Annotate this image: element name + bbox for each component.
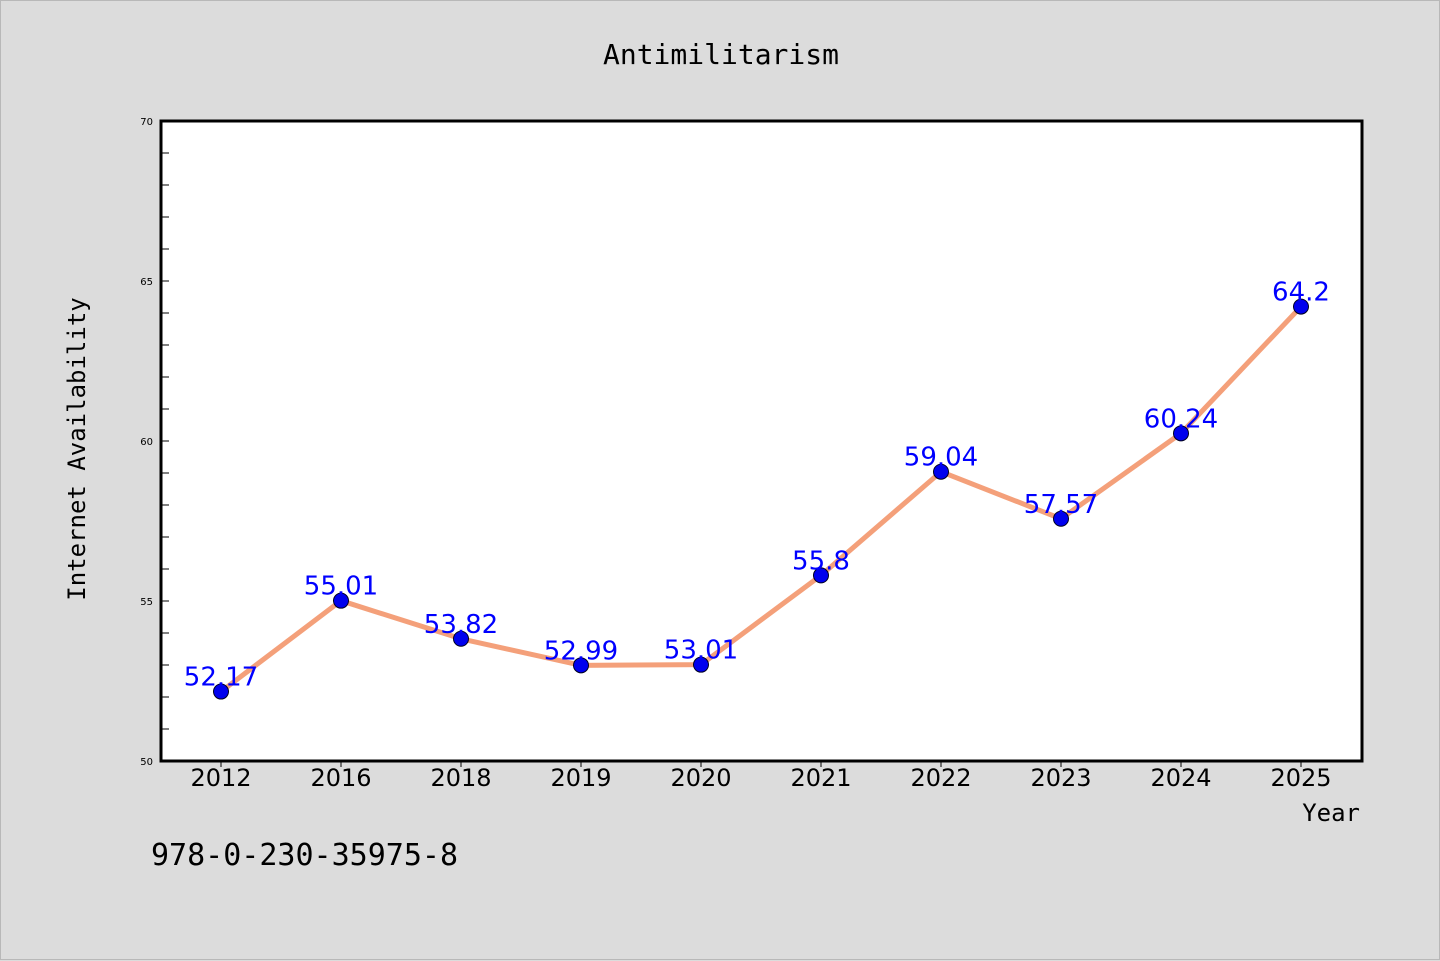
data-point (453, 630, 469, 647)
data-label: 52.17 (184, 663, 258, 693)
plot-area (159, 119, 1364, 763)
data-point (333, 592, 349, 609)
data-markers (213, 298, 1309, 700)
data-label: 55.01 (304, 572, 378, 602)
data-point (933, 463, 949, 480)
data-point (1293, 298, 1309, 315)
data-point (1173, 425, 1189, 442)
x-tick-label: 2019 (550, 764, 611, 792)
data-label: 64.2 (1272, 278, 1330, 308)
x-tick-label: 2025 (1270, 764, 1331, 792)
data-label: 52.99 (544, 636, 618, 666)
y-tick-label: 60 (140, 437, 153, 448)
series-line (218, 304, 1304, 695)
data-label: 59.04 (904, 443, 978, 473)
data-labels: 52.17 55.01 53.82 52.99 53.01 55.8 59.04 57.57 6… (184, 278, 1330, 693)
y-tick-label: 50 (140, 757, 153, 768)
data-point (213, 683, 229, 700)
isbn-text: 978-0-230-35975-8 (151, 838, 458, 873)
data-point (693, 656, 709, 673)
data-label: 55.8 (792, 546, 850, 576)
y-tick-label: 70 (140, 117, 153, 128)
data-label: 57.57 (1024, 490, 1098, 520)
x-axis-label: Year (1302, 799, 1360, 827)
x-tick-label: 2016 (310, 764, 371, 792)
data-point (1053, 510, 1069, 527)
series-line-group (218, 304, 1304, 695)
x-tick-label: 2023 (1030, 764, 1091, 792)
x-axis-ticks: 2012 2016 2018 2019 2020 2021 2022 2023 2024 2025 (190, 761, 1332, 792)
y-axis-ticks: 50 55 60 65 70 (140, 117, 169, 768)
data-point (813, 567, 829, 584)
y-tick-label: 65 (140, 277, 153, 288)
data-point (573, 657, 589, 674)
data-label: 53.82 (424, 610, 498, 640)
x-tick-label: 2024 (1150, 764, 1211, 792)
x-tick-label: 2020 (670, 764, 731, 792)
data-label: 60.24 (1144, 404, 1218, 434)
x-tick-label: 2021 (790, 764, 851, 792)
y-axis-label: Internet Availability (63, 297, 91, 600)
chart-title: Antimilitarism (603, 38, 839, 71)
data-label: 53.01 (664, 636, 738, 666)
x-tick-label: 2018 (430, 764, 491, 792)
y-tick-label: 55 (140, 597, 153, 608)
x-tick-label: 2022 (910, 764, 971, 792)
x-tick-label: 2012 (190, 764, 251, 792)
